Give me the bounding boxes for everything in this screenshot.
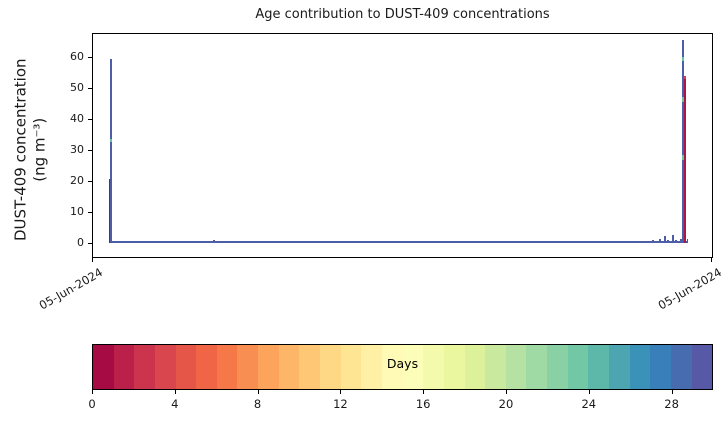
colorbar-tick-mark	[257, 390, 259, 394]
y-axis-label: DUST-409 concentration (ng m⁻³)	[11, 35, 49, 265]
x-tick-mark	[92, 258, 93, 262]
colorbar-segment	[340, 345, 362, 389]
colorbar-tick-mark	[588, 390, 590, 394]
colorbar-segment	[402, 345, 424, 389]
colorbar-segment	[237, 345, 259, 389]
colorbar-tick-mark	[92, 390, 93, 394]
minor-bump	[670, 240, 672, 243]
minor-bump	[667, 239, 669, 243]
colorbar-segment	[113, 345, 135, 389]
y-tick-label: 40	[70, 112, 84, 125]
spike-bar	[110, 58, 113, 243]
colorbar-segment	[134, 345, 155, 389]
age-sliver	[682, 57, 685, 61]
colorbar-segment	[629, 345, 651, 389]
colorbar-segment	[216, 345, 238, 389]
colorbar-segment	[670, 345, 692, 389]
colorbar-label: Days	[386, 356, 419, 371]
axes-frame	[92, 33, 713, 258]
minor-bump	[656, 240, 658, 243]
colorbar-segment	[691, 345, 713, 389]
colorbar-tick-label: 12	[333, 397, 348, 411]
colorbar-segment	[175, 345, 197, 389]
colorbar-segment	[650, 345, 671, 389]
x-tick-date-label: 05-Jun-2024	[655, 265, 721, 313]
colorbar-segment	[588, 345, 610, 389]
y-tick-mark	[88, 119, 92, 120]
y-tick-mark	[88, 181, 92, 182]
minor-bump	[664, 236, 666, 243]
colorbar-segment	[320, 345, 341, 389]
x-tick-mark	[711, 258, 713, 262]
colorbar-segment	[485, 345, 506, 389]
y-axis-label-line2: (ng m⁻³)	[30, 117, 48, 182]
y-tick-label: 60	[70, 50, 84, 63]
y-tick-label: 50	[70, 81, 84, 94]
colorbar-segment	[93, 345, 114, 389]
minor-bump	[672, 234, 674, 243]
colorbar-segment	[381, 345, 403, 389]
y-tick-mark	[88, 212, 92, 213]
colorbar-segment	[258, 345, 279, 389]
colorbar-segment	[361, 345, 382, 389]
baseline-aged-dust	[109, 241, 687, 243]
minor-bump	[659, 238, 661, 243]
age-sliver	[682, 97, 685, 103]
colorbar-segment	[505, 345, 527, 389]
y-tick-mark	[88, 243, 92, 244]
colorbar-tick-mark	[423, 390, 425, 394]
colorbar-segment	[443, 345, 465, 389]
spike-bar	[686, 238, 689, 243]
colorbar-tick-label: 16	[415, 397, 431, 411]
y-tick-label: 30	[70, 143, 84, 156]
colorbar-segment	[196, 345, 217, 389]
y-tick-label: 0	[77, 236, 84, 249]
minor-bump	[680, 238, 682, 243]
colorbar-tick-label: 0	[88, 397, 96, 411]
colorbar-segment	[567, 345, 589, 389]
colorbar	[92, 344, 713, 390]
colorbar-tick-label: 28	[664, 397, 679, 411]
colorbar-segment	[154, 345, 176, 389]
minor-bump	[648, 241, 650, 243]
colorbar-tick-label: 4	[171, 397, 179, 411]
age-sliver	[682, 154, 685, 160]
colorbar-segment	[464, 345, 486, 389]
y-tick-mark	[88, 150, 92, 151]
colorbar-tick-label: 24	[581, 397, 597, 411]
y-tick-label: 10	[70, 205, 84, 218]
minor-bump	[213, 240, 215, 243]
minor-bump	[652, 239, 654, 243]
spike-bar	[684, 75, 687, 243]
age-sliver	[110, 139, 113, 143]
minor-bump	[662, 240, 664, 243]
colorbar-tick-mark	[671, 390, 673, 394]
chart-title: Age contribution to DUST-409 concentrati…	[255, 7, 550, 22]
spike-bar	[109, 179, 111, 243]
colorbar-tick-label: 8	[253, 397, 262, 411]
colorbar-segment	[526, 345, 548, 389]
colorbar-segment	[423, 345, 444, 389]
colorbar-segment	[547, 345, 568, 389]
minor-bump	[675, 239, 677, 243]
colorbar-segment	[278, 345, 300, 389]
y-axis-label-line1: DUST-409 concentration	[11, 58, 30, 242]
colorbar-tick-mark	[174, 390, 176, 394]
colorbar-segment	[609, 345, 630, 389]
plot-area	[92, 33, 713, 258]
y-tick-label: 20	[70, 174, 84, 187]
age-sliver	[684, 75, 687, 79]
colorbar-tick-label: 20	[498, 397, 514, 411]
spike-bar	[682, 39, 685, 243]
minor-bump	[678, 240, 680, 243]
colorbar-segment	[299, 345, 321, 389]
y-tick-mark	[88, 88, 92, 89]
colorbar-tick-mark	[506, 390, 507, 394]
y-tick-mark	[88, 57, 92, 58]
colorbar-tick-mark	[340, 390, 342, 394]
x-tick-date-label: 05-Jun-2024	[36, 265, 105, 313]
